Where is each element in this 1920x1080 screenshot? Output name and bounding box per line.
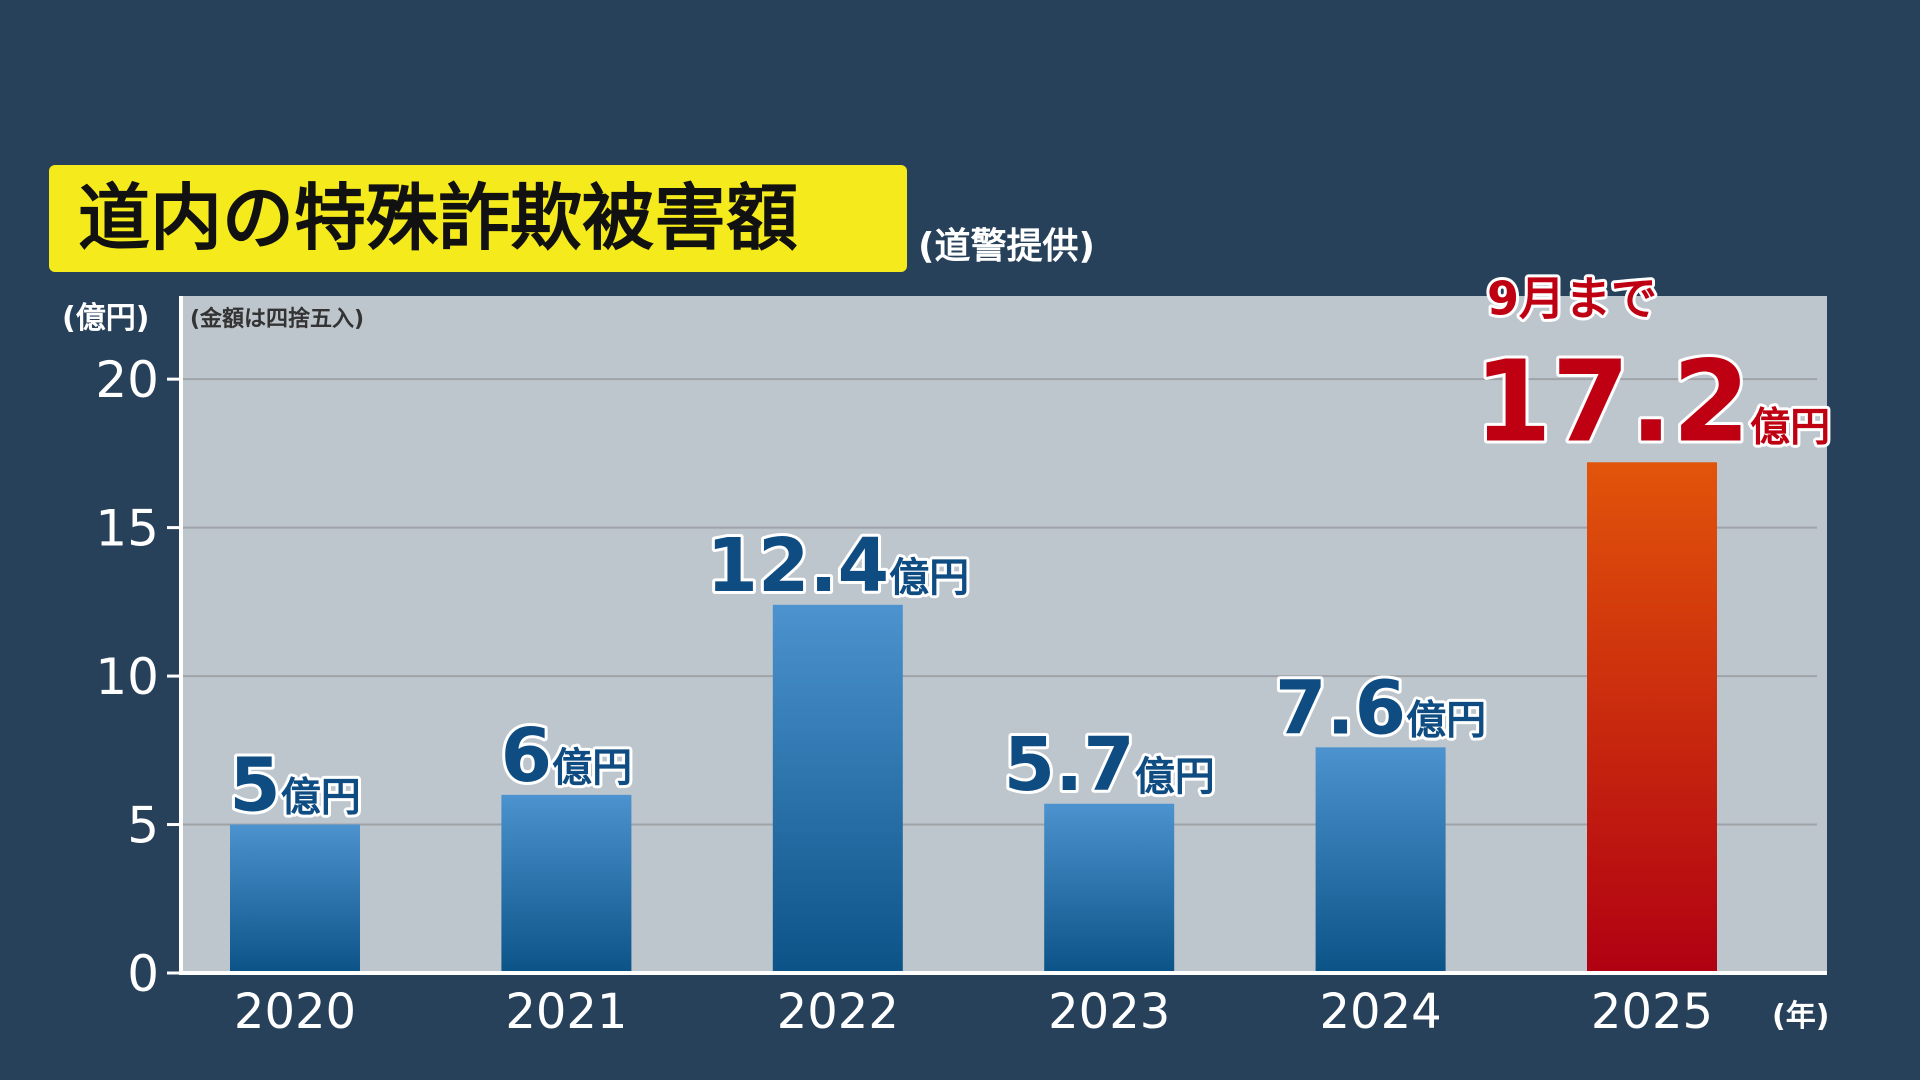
bars (230, 462, 1717, 973)
bar (501, 794, 632, 973)
y-tick-label: 20 (95, 351, 159, 409)
value-label: 5.7億円 (1004, 722, 1215, 808)
value-unit: 億円 (552, 745, 632, 791)
y-tick-label: 5 (127, 797, 159, 855)
value-number: 12.4 (707, 523, 890, 609)
bar (772, 604, 903, 973)
y-tick-label: 10 (95, 648, 159, 706)
value-unit: 億円 (1750, 404, 1830, 450)
x-axis-label: (年) (1772, 999, 1829, 1034)
y-axis-label: (億円) (62, 301, 149, 336)
x-tick-label: 2023 (1048, 984, 1170, 1040)
value-label: 5億円 (229, 743, 361, 829)
value-label: 7.6億円 (1275, 665, 1486, 751)
value-number: 7.6 (1275, 665, 1406, 751)
bar (1587, 462, 1717, 973)
value-unit: 億円 (1135, 754, 1215, 800)
bar (1315, 747, 1446, 973)
value-unit: 億円 (281, 775, 361, 821)
x-tick-label: 2024 (1320, 984, 1442, 1040)
y-tick-label: 15 (95, 500, 159, 558)
chart-title: 道内の特殊詐欺被害額 (78, 176, 798, 260)
plot-area (181, 296, 1827, 973)
note: (金額は四捨五入) (190, 306, 364, 332)
value-number: 5 (229, 743, 281, 829)
labels: 0510152020205億円20216億円202212.4億円20235.7億… (95, 268, 1833, 1040)
value-number: 17.2 (1474, 337, 1750, 467)
title-box (49, 165, 907, 272)
annotation: 9月まで (1487, 271, 1657, 325)
chart-subtitle: (道警提供) (918, 226, 1095, 267)
value-unit: 億円 (889, 555, 969, 601)
x-tick-label: 2025 (1591, 984, 1713, 1040)
bar (1044, 803, 1175, 973)
value-number: 5.7 (1004, 722, 1135, 808)
value-label: 6億円 (501, 713, 633, 799)
x-tick-label: 2022 (777, 984, 899, 1040)
x-tick-label: 2021 (505, 984, 627, 1040)
value-number: 6 (501, 713, 553, 799)
x-tick-label: 2020 (234, 984, 356, 1040)
value-unit: 億円 (1406, 697, 1486, 743)
value-label: 17.2億円 (1474, 337, 1830, 467)
bar (230, 824, 360, 973)
y-tick-label: 0 (127, 945, 159, 1003)
value-label: 12.4億円 (707, 523, 970, 609)
